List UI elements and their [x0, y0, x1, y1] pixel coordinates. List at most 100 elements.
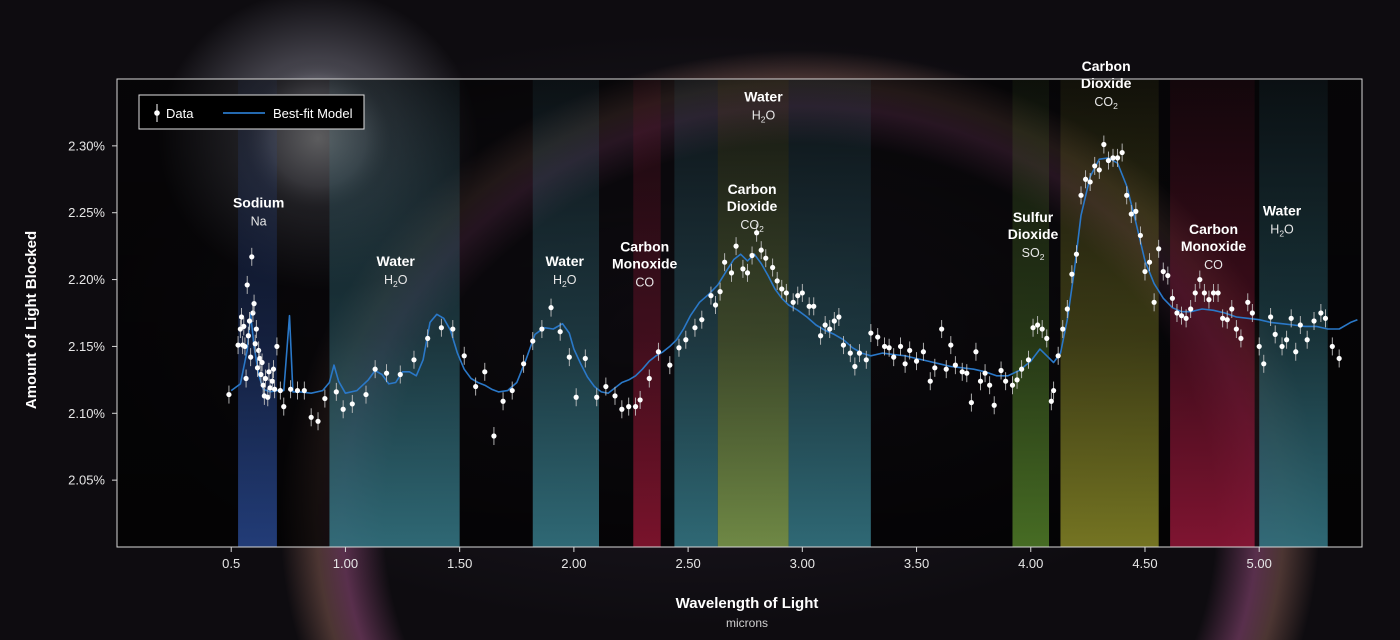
molecule-name: Carbon: [728, 181, 777, 197]
data-point: [253, 326, 259, 332]
data-point: [722, 259, 728, 265]
data-point: [1192, 290, 1198, 296]
data-point: [573, 394, 579, 400]
data-point: [856, 350, 863, 356]
data-point: [349, 401, 355, 407]
data-point: [863, 357, 869, 363]
data-point: [482, 369, 488, 375]
data-point: [799, 290, 805, 296]
data-point: [1268, 314, 1274, 320]
data-point: [847, 350, 853, 356]
data-point: [1082, 176, 1089, 182]
data-point: [491, 433, 497, 439]
data-point: [1151, 299, 1157, 305]
data-point: [902, 361, 908, 367]
absorption-band: [633, 80, 661, 547]
data-point: [251, 301, 257, 307]
data-point: [948, 342, 954, 348]
data-point: [836, 314, 842, 320]
molecule-annotations: SodiumNaWaterH2OWaterH2OCarbonMonoxideCO…: [233, 58, 1302, 290]
data-point: [473, 383, 479, 390]
data-point: [241, 323, 247, 329]
data-point: [1318, 310, 1324, 316]
data-point: [1183, 315, 1189, 321]
data-point: [795, 293, 801, 299]
data-point: [1160, 268, 1166, 275]
data-point: [1025, 357, 1032, 363]
x-tick-label: 4.50: [1132, 556, 1157, 571]
data-point: [943, 366, 949, 372]
data-point: [817, 333, 824, 339]
data-point: [548, 305, 554, 311]
molecule-name: Carbon: [620, 238, 669, 254]
data-point: [1110, 155, 1116, 161]
molecule-name: Dioxide: [1081, 75, 1132, 91]
data-point: [683, 337, 689, 343]
data-point: [612, 393, 618, 399]
molecule-formula: CO: [635, 275, 654, 289]
data-point: [1060, 326, 1066, 332]
absorption-bands: [238, 80, 1328, 547]
data-point: [920, 349, 926, 355]
data-point: [1336, 355, 1342, 362]
molecule-name: Dioxide: [727, 198, 778, 214]
data-point: [461, 353, 467, 359]
data-point: [266, 369, 272, 375]
data-point: [964, 370, 970, 376]
data-point: [667, 362, 673, 368]
data-point: [246, 318, 253, 324]
x-axis-unit: microns: [726, 616, 768, 630]
data-point: [1238, 335, 1244, 342]
data-point: [1293, 349, 1299, 355]
data-point: [238, 314, 245, 320]
data-point: [982, 370, 988, 376]
data-point: [566, 354, 572, 360]
x-tick-label: 4.00: [1018, 556, 1043, 571]
data-point: [582, 355, 588, 362]
data-point: [248, 354, 254, 360]
data-point: [1245, 299, 1251, 305]
data-point: [1224, 317, 1230, 323]
data-point: [1297, 322, 1303, 328]
data-point: [1039, 326, 1045, 332]
x-tick-label: 1.00: [333, 556, 358, 571]
data-point: [281, 404, 287, 410]
data-point: [1156, 246, 1162, 252]
data-point: [258, 371, 264, 378]
data-point: [806, 303, 812, 309]
data-point: [1215, 290, 1221, 296]
data-point: [886, 345, 892, 351]
x-tick-label: 1.50: [447, 556, 472, 571]
data-point: [740, 266, 746, 272]
data-point: [619, 406, 625, 412]
data-point: [1210, 290, 1217, 296]
data-point: [632, 404, 639, 410]
x-tick-label: 2.50: [675, 556, 700, 571]
data-point: [322, 395, 328, 402]
data-point: [249, 254, 255, 260]
data-point: [881, 343, 888, 350]
data-point: [252, 341, 258, 347]
y-tick-label: 2.20%: [68, 272, 105, 287]
molecule-name: Carbon: [1082, 58, 1131, 74]
data-point: [1069, 271, 1075, 277]
data-point: [1288, 315, 1294, 321]
data-point: [712, 302, 719, 308]
legend: Data Best-fit Model: [138, 94, 365, 130]
data-point: [272, 386, 278, 392]
data-point: [827, 326, 833, 332]
y-tick-label: 2.05%: [68, 473, 105, 488]
data-point: [1311, 318, 1317, 324]
molecule-formula: H2O: [752, 109, 776, 125]
data-point: [1030, 325, 1036, 331]
data-point: [1048, 398, 1054, 404]
x-axis-title: Wavelength of Light: [676, 595, 819, 612]
data-point: [269, 378, 275, 384]
molecule-name: Sulfur: [1013, 209, 1054, 225]
data-point: [991, 402, 997, 408]
data-point: [733, 243, 739, 249]
data-point: [779, 286, 785, 292]
data-point: [1197, 276, 1203, 283]
data-point: [294, 387, 301, 394]
